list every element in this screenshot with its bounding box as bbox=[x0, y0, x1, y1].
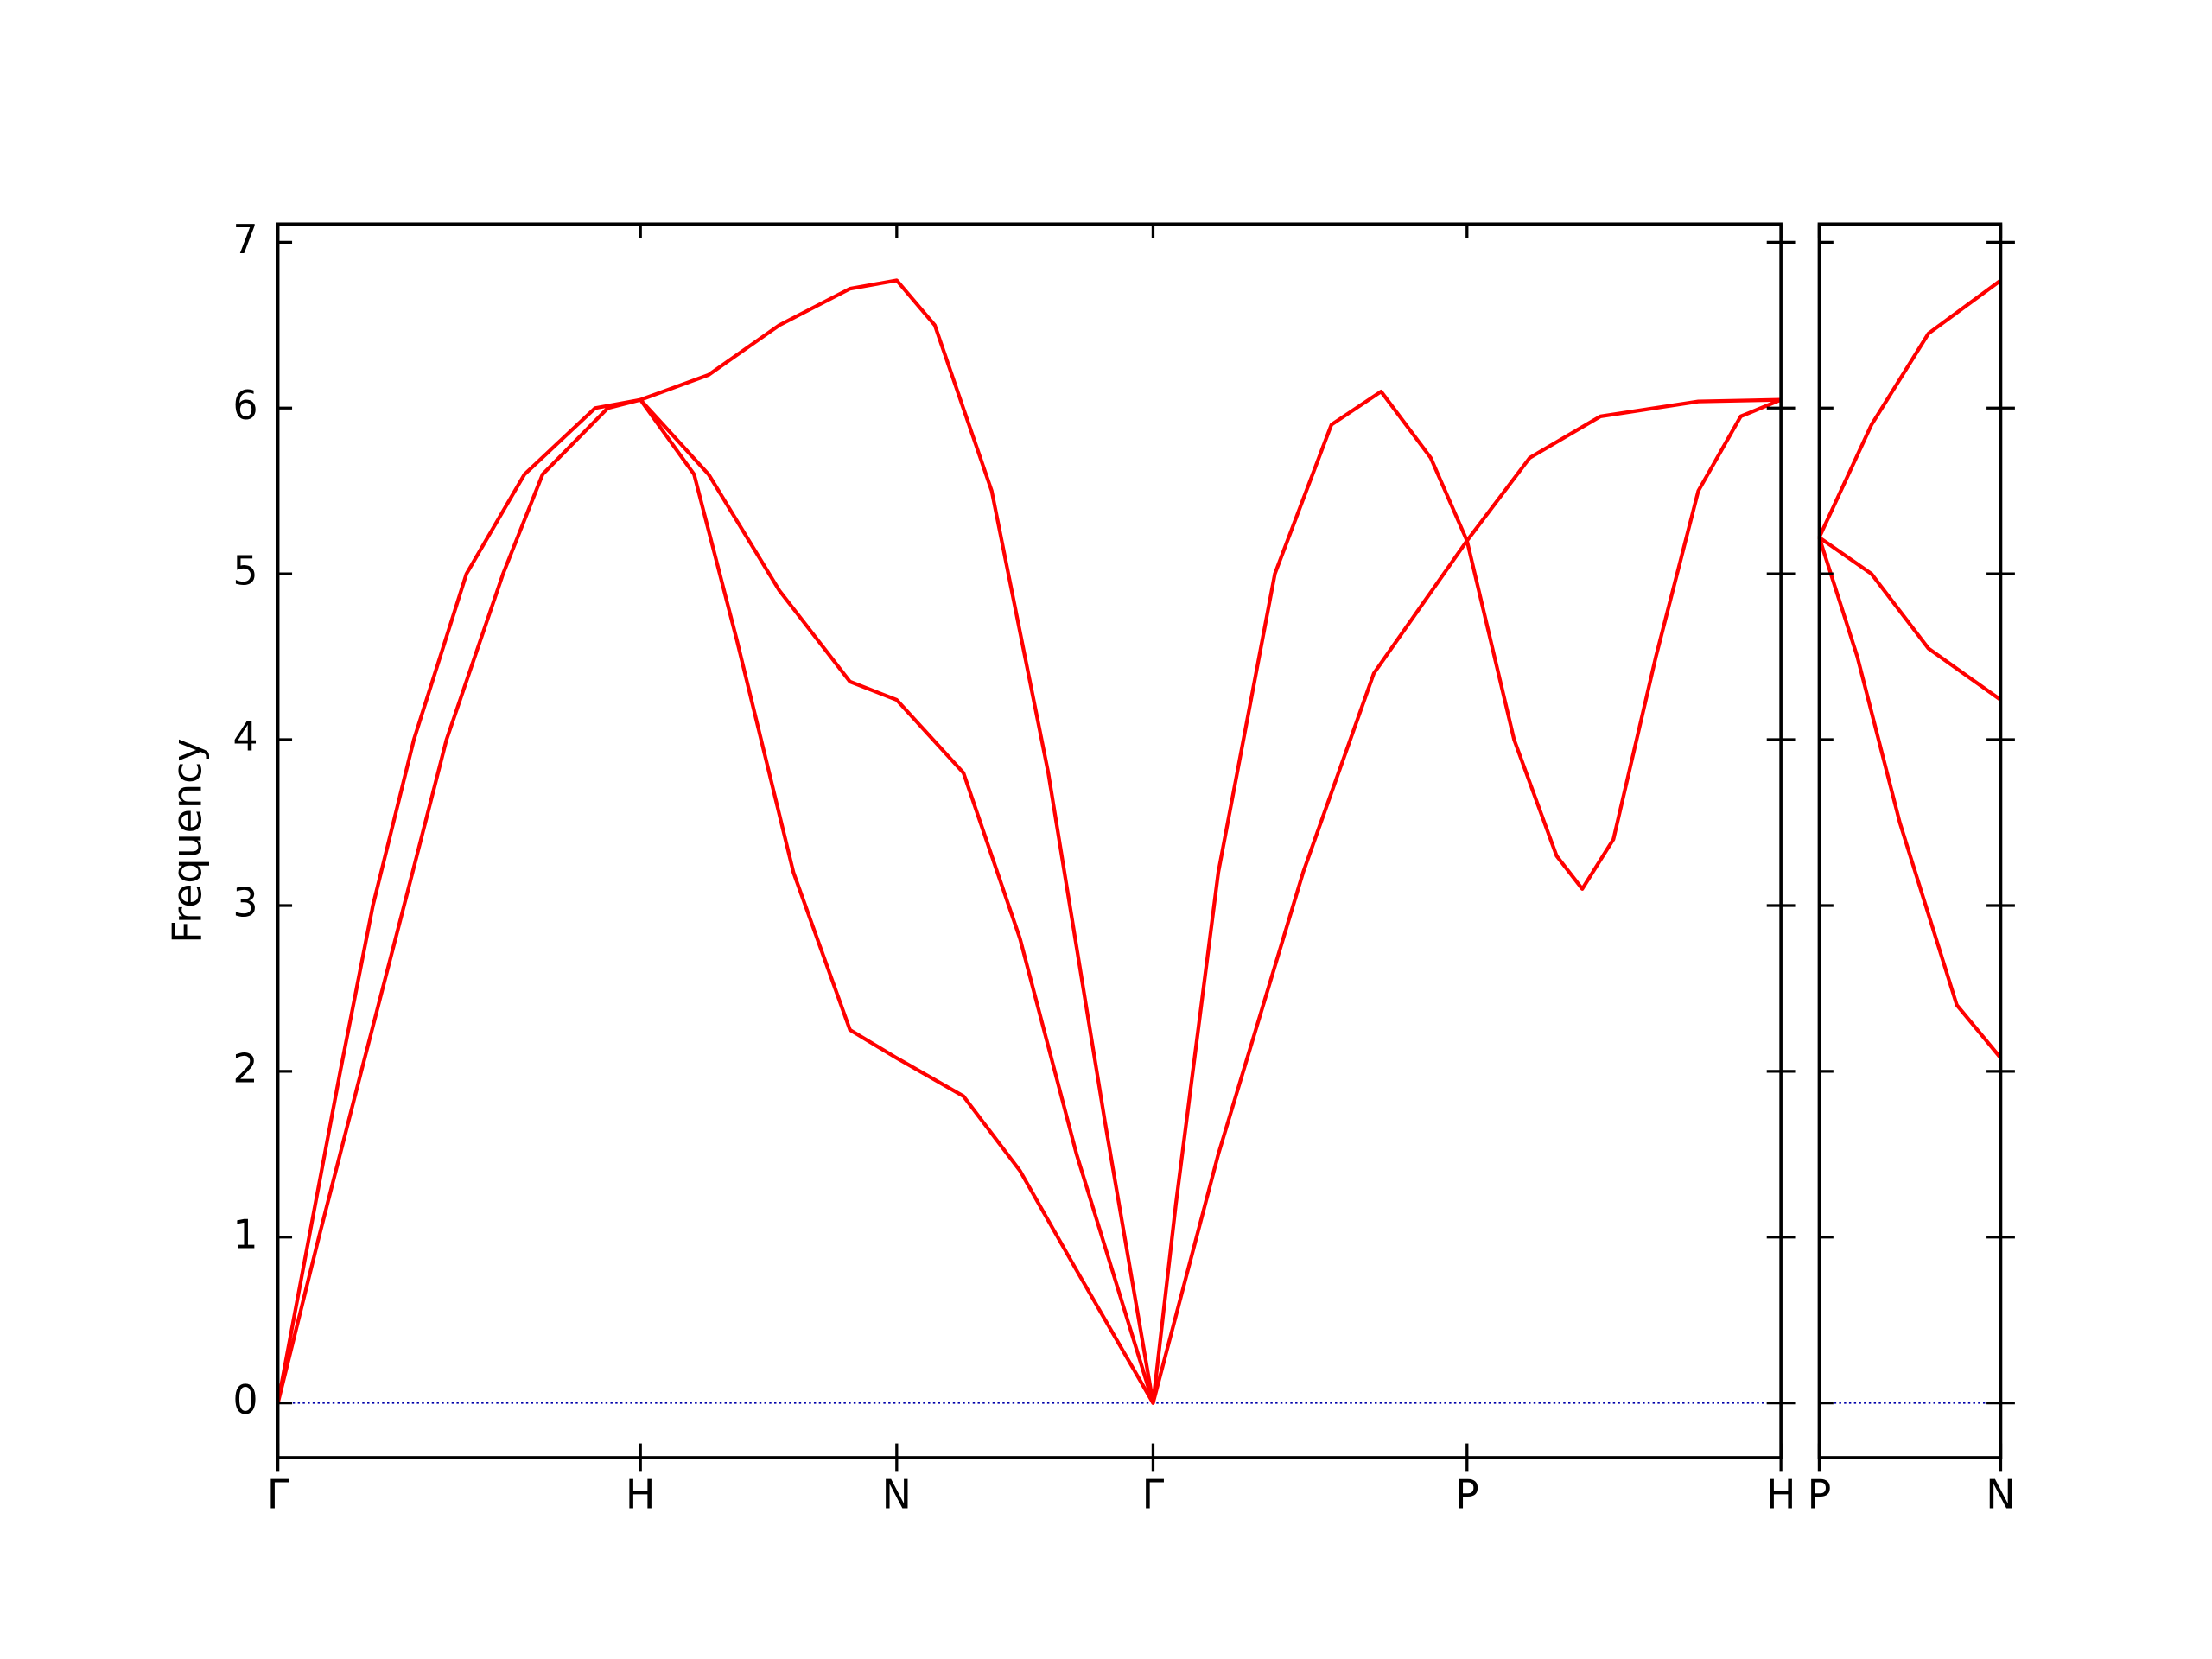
y-tick-label: 3 bbox=[232, 879, 257, 925]
y-tick-label: 2 bbox=[232, 1045, 257, 1091]
band-line bbox=[276, 389, 1782, 1405]
x-tick-label: Γ bbox=[1142, 1471, 1165, 1517]
y-tick-label: 0 bbox=[232, 1376, 257, 1423]
band-line bbox=[1817, 278, 2002, 538]
y-tick-label: 7 bbox=[232, 216, 257, 263]
band-line bbox=[276, 397, 1782, 1405]
x-tick-label: P bbox=[1808, 1471, 1832, 1517]
y-tick-label: 6 bbox=[232, 382, 257, 429]
band-line bbox=[1817, 537, 2003, 1059]
axes-frame bbox=[276, 222, 1783, 1459]
y-tick-label: 1 bbox=[232, 1211, 257, 1257]
x-tick-label: P bbox=[1455, 1471, 1479, 1517]
band-line bbox=[639, 278, 1155, 1404]
axes-frame bbox=[1817, 222, 2003, 1459]
x-tick-label: Γ bbox=[267, 1471, 289, 1517]
y-tick-label: 4 bbox=[232, 714, 257, 760]
x-tick-label: H bbox=[626, 1471, 656, 1517]
x-tick-label: N bbox=[1986, 1471, 2015, 1517]
y-axis-label: Frequency bbox=[163, 738, 210, 943]
x-tick-label: N bbox=[882, 1471, 912, 1517]
band-line bbox=[1818, 536, 2002, 702]
x-tick-label: H bbox=[1766, 1471, 1796, 1517]
y-tick-label: 5 bbox=[232, 548, 257, 594]
